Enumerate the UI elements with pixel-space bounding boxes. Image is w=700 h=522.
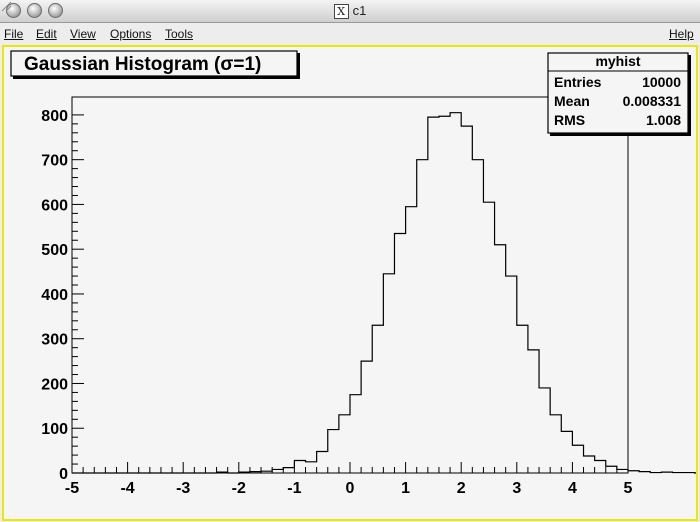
stats-entries-label: Entries: [554, 74, 602, 90]
x-tick-label: -2: [232, 480, 246, 497]
resize-grip-icon[interactable]: [0, 0, 12, 12]
stats-mean-label: Mean: [554, 93, 590, 109]
x-tick-label: 1: [401, 480, 410, 497]
menu-help[interactable]: Help: [669, 27, 694, 41]
x-tick-label: -1: [287, 480, 301, 497]
x-tick-label: -3: [176, 480, 190, 497]
stats-box: myhist Entries 10000 Mean 0.008331 RMS 1…: [547, 52, 691, 136]
title-box: Gaussian Histogram (σ=1): [10, 50, 300, 79]
x-tick-label: -5: [65, 480, 79, 497]
y-tick-label: 600: [41, 197, 68, 214]
y-tick-label: 300: [41, 332, 68, 349]
y-tick-label: 800: [41, 108, 68, 125]
maximize-window-button[interactable]: [48, 3, 63, 18]
minimize-window-button[interactable]: [27, 3, 42, 18]
y-tick-label: 200: [41, 376, 68, 393]
y-tick-label: 400: [41, 287, 68, 304]
histogram-svg: Gaussian Histogram (σ=1) 010020030040050…: [10, 50, 696, 497]
x-axis: -5 -4 -3 -2 -1 0 1 2 3 4 5: [65, 462, 633, 497]
plot-canvas[interactable]: Gaussian Histogram (σ=1) 0 100 200 300 400 50…: [2, 45, 698, 521]
histogram-outline: [72, 112, 696, 474]
menu-edit[interactable]: Edit: [36, 27, 57, 41]
menu-file[interactable]: File: [4, 27, 24, 41]
stats-name: myhist: [595, 53, 640, 69]
stats-rms-label: RMS: [554, 112, 585, 128]
plot-frame: [71, 96, 629, 474]
chart-title: Gaussian Histogram (σ=1): [24, 54, 261, 75]
y-tick-label: 500: [41, 242, 68, 259]
x-tick-label: 2: [457, 480, 466, 497]
y-tick-label: 0: [59, 466, 68, 483]
window-title-text: c1: [352, 3, 367, 18]
menu-options[interactable]: Options: [110, 27, 152, 41]
x-tick-label: -4: [120, 480, 134, 497]
y-tick-label: 700: [41, 153, 68, 170]
y-axis: 0 100 200 300 400 500 600 700 800: [41, 108, 84, 483]
menu-bar: File Edit View Options Tools Help: [0, 23, 700, 45]
stats-rms-value: 1.008: [646, 112, 681, 128]
y-tick-label: 100: [41, 421, 68, 438]
x-tick-label: 5: [624, 480, 633, 497]
menu-tools[interactable]: Tools: [165, 27, 194, 41]
stats-entries-value: 10000: [642, 74, 681, 90]
x-tick-label: 0: [346, 480, 355, 497]
stats-mean-value: 0.008331: [623, 93, 682, 109]
menu-view[interactable]: View: [70, 27, 96, 41]
x-tick-label: 4: [568, 480, 577, 497]
x-tick-label: 3: [512, 480, 521, 497]
x11-app-icon: X: [333, 4, 349, 20]
